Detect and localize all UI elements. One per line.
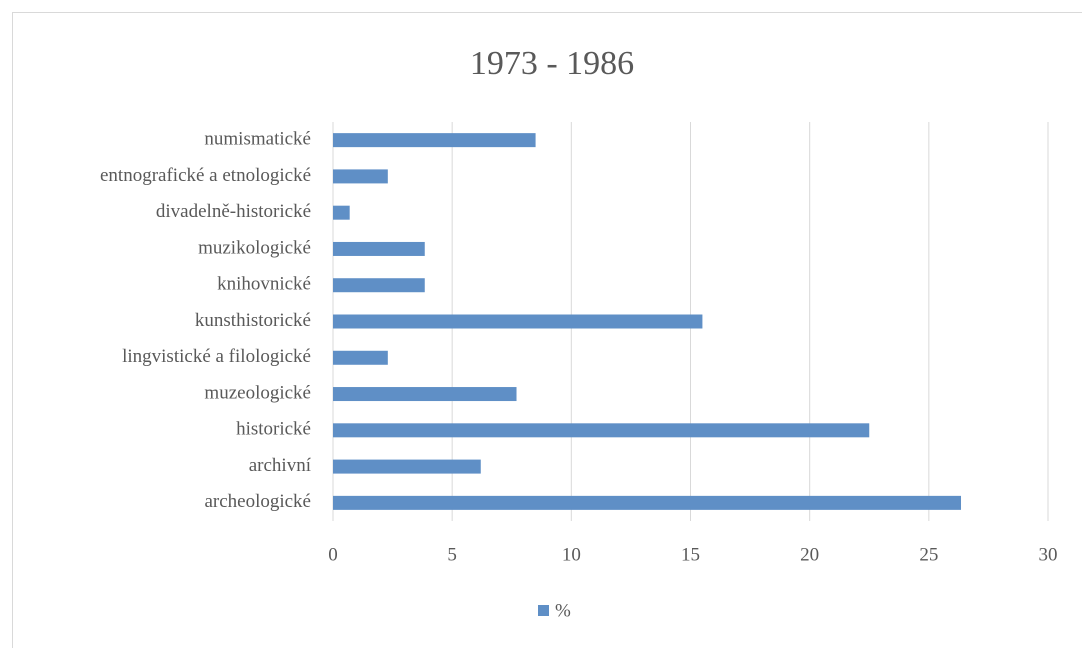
x-tick-label: 30 bbox=[1039, 544, 1058, 565]
legend-swatch bbox=[538, 605, 549, 616]
y-tick-label: muzikologické bbox=[198, 237, 311, 258]
bar bbox=[333, 169, 388, 184]
y-tick-label: divadelně-historické bbox=[156, 201, 311, 222]
y-tick-label: muzeologické bbox=[204, 382, 311, 403]
legend-label: % bbox=[555, 600, 571, 621]
y-tick-label: knihovnické bbox=[217, 274, 311, 295]
chart-frame bbox=[12, 12, 1082, 648]
bar bbox=[333, 133, 536, 148]
bar bbox=[333, 423, 870, 438]
bar bbox=[333, 278, 425, 293]
bar bbox=[333, 314, 703, 329]
chart-title: 1973 - 1986 bbox=[470, 45, 634, 82]
y-tick-label: archivní bbox=[249, 455, 312, 476]
y-tick-label: lingvistické a filologické bbox=[122, 346, 311, 367]
x-tick-label: 5 bbox=[447, 544, 457, 565]
y-tick-label: kunsthistorické bbox=[195, 310, 311, 331]
bar bbox=[333, 350, 388, 365]
x-tick-label: 20 bbox=[800, 544, 819, 565]
x-tick-label: 25 bbox=[919, 544, 938, 565]
y-tick-label: archeologické bbox=[204, 491, 311, 512]
y-tick-label: numismatické bbox=[204, 128, 311, 149]
bar bbox=[333, 495, 962, 510]
bar bbox=[333, 459, 481, 474]
x-tick-label: 10 bbox=[562, 544, 581, 565]
bar bbox=[333, 387, 517, 402]
x-tick-label: 0 bbox=[328, 544, 338, 565]
y-tick-label: entnografické a etnologické bbox=[100, 165, 311, 186]
bar bbox=[333, 241, 425, 256]
x-tick-label: 15 bbox=[681, 544, 700, 565]
y-tick-label: historické bbox=[236, 419, 311, 440]
bar bbox=[333, 205, 350, 220]
